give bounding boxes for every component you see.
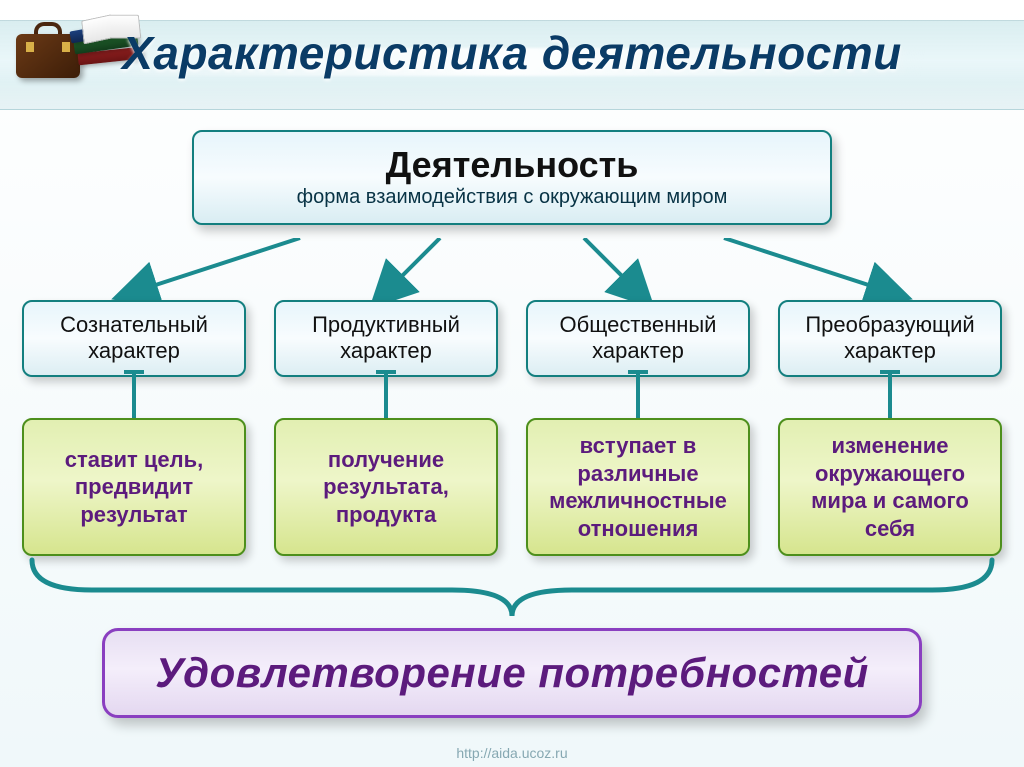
footer-source: http://aida.ucoz.ru [0,745,1024,761]
result-node: Удовлетворение потребностей [102,628,922,718]
root-node-title: Деятельность [214,144,810,186]
connectors-mid-to-low [0,370,1024,418]
character-node: Преобразующий характер [778,300,1002,377]
character-node: Продуктивный характер [274,300,498,377]
description-node: изменение окружающего мира и самого себя [778,418,1002,556]
description-node: ставит цель, предвидит результат [22,418,246,556]
root-node-subtitle: форма взаимодействия с окружающим миром [214,186,810,209]
character-node: Общественный характер [526,300,750,377]
arrows-root-to-children [0,238,1024,300]
diagram-content: Деятельность форма взаимодействия с окру… [0,130,1024,767]
description-row: ставит цель, предвидит результат получен… [22,418,1002,556]
description-node: вступает в различные межличностные отнош… [526,418,750,556]
page-title: Характеристика деятельности [0,26,1024,80]
root-node: Деятельность форма взаимодействия с окру… [192,130,832,225]
description-node: получение результата, продукта [274,418,498,556]
summary-brace [22,556,1002,620]
character-node: Сознательный характер [22,300,246,377]
character-row: Сознательный характер Продуктивный харак… [22,300,1002,377]
